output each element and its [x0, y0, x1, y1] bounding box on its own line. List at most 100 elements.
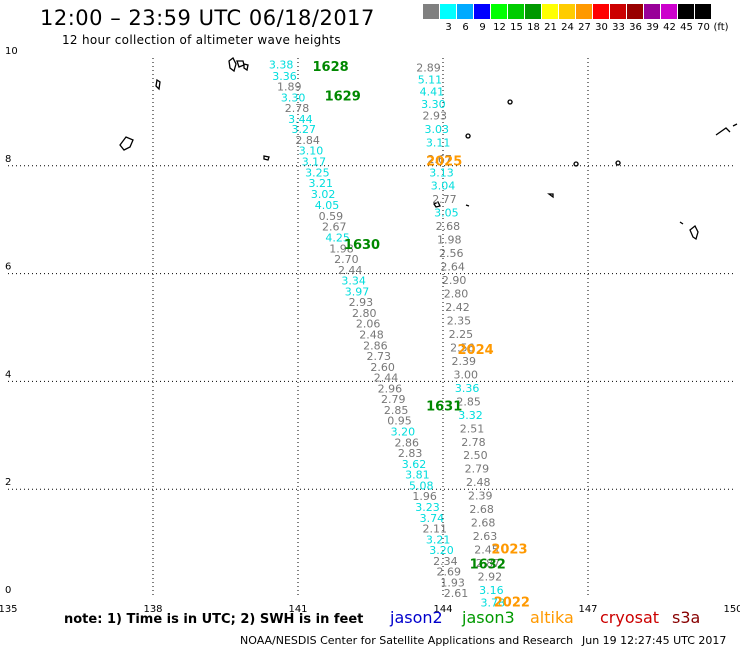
swh-value: 2.68: [471, 517, 496, 530]
scale-swatch: [575, 4, 592, 19]
swh-value: 2.85: [384, 404, 409, 417]
lat-tick-label: 6: [5, 262, 11, 273]
scale-label: 42: [663, 22, 676, 33]
lat-tick-label: 10: [5, 46, 18, 57]
swh-value: 2.77: [432, 193, 457, 206]
scale-swatch: [490, 4, 507, 19]
scale-label: 6: [462, 22, 469, 33]
swh-value: 2.35: [447, 314, 472, 327]
scale-swatch: [558, 4, 575, 19]
swh-value: 2.80: [444, 288, 469, 301]
swh-value: 3.78: [481, 596, 506, 609]
scale-swatch: [643, 4, 660, 19]
swh-value: 3.04: [431, 180, 456, 193]
scale-label: 30: [595, 22, 608, 33]
swh-value: 3.30: [421, 98, 446, 111]
swh-value: 2.61: [444, 587, 469, 600]
swh-value: 2.85: [456, 395, 481, 408]
lon-tick-label: 147: [578, 604, 597, 615]
swh-value: 3.20: [429, 544, 454, 557]
swh-value: 4.41: [420, 85, 445, 98]
lat-tick-label: 4: [5, 369, 11, 380]
swh-value: 3.10: [299, 145, 324, 158]
island-outline: [263, 155, 270, 161]
swh-value: 2.86: [395, 436, 420, 449]
swh-value: 1.93: [440, 576, 465, 589]
scale-swatch: [660, 4, 677, 19]
map-title: 12:00 – 23:59 UTC 06/18/2017: [40, 6, 375, 30]
swh-value: 3.74: [420, 512, 445, 525]
scale-label: 21: [544, 22, 557, 33]
pass-number-label: 1630: [344, 238, 380, 253]
island-outline: [433, 193, 699, 241]
scale-swatch: [626, 4, 643, 19]
pass-number-label: 1631: [426, 400, 462, 415]
swh-value: 2.90: [442, 274, 467, 287]
scale-label: 39: [646, 22, 659, 33]
scale-label: 9: [479, 22, 486, 33]
swh-value: 3.32: [458, 409, 483, 422]
swh-value: 2.34: [433, 555, 458, 568]
swh-value: 3.20: [391, 426, 416, 439]
pass-number-label: 1629: [325, 90, 361, 105]
swh-value: 2.68: [469, 503, 494, 516]
island-outlines: [119, 57, 738, 241]
swh-value: 3.05: [434, 207, 459, 220]
swh-value: 2.50: [463, 449, 488, 462]
scale-swatch: [507, 4, 524, 19]
island-outline: [715, 123, 738, 136]
swh-value: 3.25: [305, 166, 330, 179]
swh-value: 2.69: [437, 566, 462, 579]
mission-jason2-label: jason2: [390, 608, 443, 627]
swh-value: 2.56: [439, 247, 464, 260]
swh-value: 2.39: [468, 490, 493, 503]
swh-value: 2.79: [465, 463, 490, 476]
swh-value: 2.45: [474, 544, 499, 557]
pass-number-label: 2025: [426, 154, 462, 169]
pass-number-label: 2024: [458, 343, 494, 358]
swh-value: 2.83: [398, 447, 423, 460]
swh-value: 5.11: [418, 74, 443, 87]
scale-swatch: [677, 4, 694, 19]
swh-value: 2.92: [478, 571, 503, 584]
swh-value: 5.08: [409, 479, 434, 492]
scale-label: 24: [561, 22, 574, 33]
swh-value: 3.81: [405, 469, 430, 482]
swh-value: 2.84: [295, 134, 320, 147]
swh-value: 4.05: [315, 199, 340, 212]
generated-timestamp: Jun 19 12:27:45 UTC 2017: [582, 634, 727, 647]
mission-s3a-label: s3a: [672, 608, 701, 627]
scale-swatch: [439, 4, 456, 19]
island-outline: [465, 99, 621, 167]
swh-value: 3.44: [288, 113, 313, 126]
swh-value: 2.51: [460, 422, 485, 435]
swh-value: 3.00: [453, 368, 478, 381]
mission-altika-label: altika: [530, 608, 574, 627]
pass-number-label: 2022: [494, 595, 530, 610]
credit-text: NOAA/NESDIS Center for Satellite Applica…: [240, 634, 574, 647]
lat-tick-label: 0: [5, 585, 11, 596]
lat-tick-label: 2: [5, 477, 11, 488]
swh-value: 3.38: [269, 58, 294, 71]
swh-value: 2.39: [452, 355, 477, 368]
swh-value: 2.44: [374, 372, 399, 385]
swh-value: 3.03: [424, 123, 449, 136]
swh-value: 2.78: [461, 436, 486, 449]
scale-label: 18: [527, 22, 540, 33]
island-outline: [155, 78, 161, 91]
swh-value: 2.73: [366, 350, 391, 363]
lon-tick-label: 141: [288, 604, 307, 615]
swh-value: 3.62: [402, 458, 427, 471]
swh-value: 3.16: [479, 584, 504, 597]
swh-value: 0.59: [319, 210, 344, 223]
pass-number-label: 2023: [491, 542, 527, 557]
swh-value: 1.98: [437, 234, 462, 247]
swh-value: 0.95: [387, 415, 412, 428]
swh-value: 2.11: [423, 523, 448, 536]
lon-tick-label: 138: [143, 604, 162, 615]
swh-value: 3.36: [272, 70, 297, 83]
island-outline: [228, 57, 249, 73]
lon-tick-label: 150: [723, 604, 740, 615]
swh-value: 1.96: [412, 490, 437, 503]
